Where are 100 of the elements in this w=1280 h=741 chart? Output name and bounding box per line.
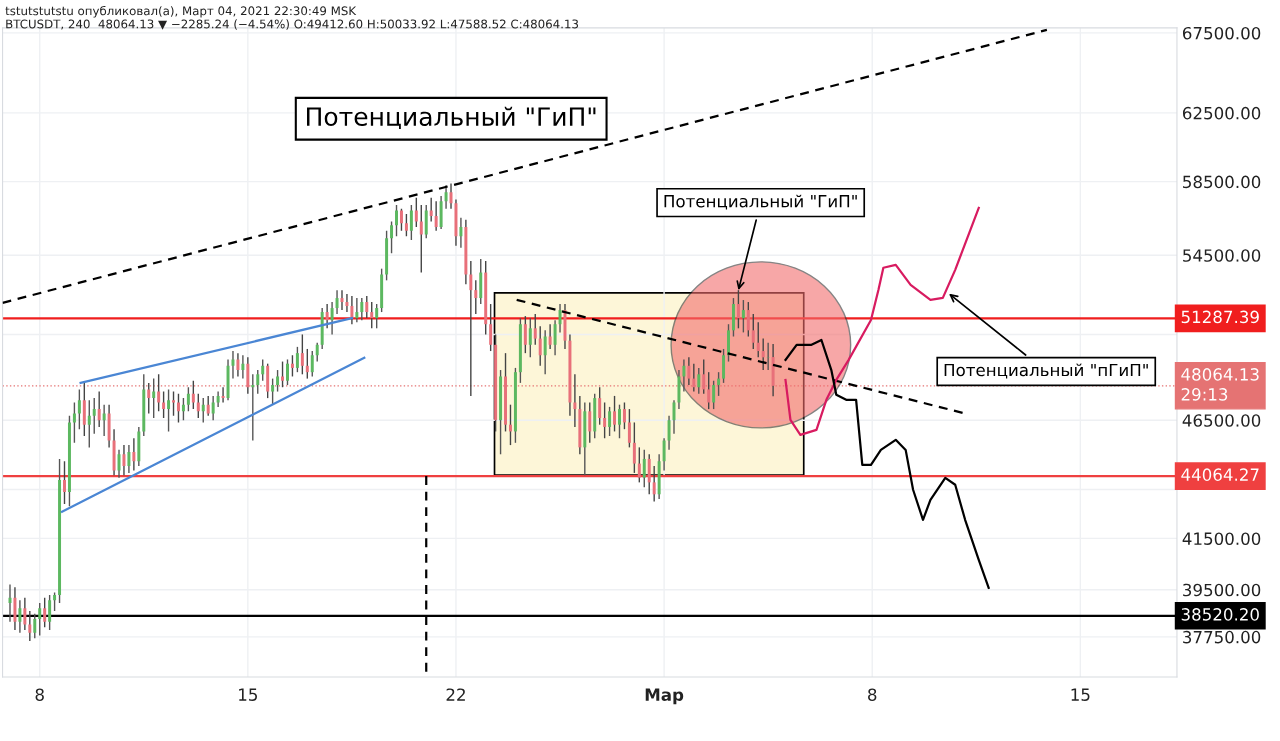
candlestick [746,301,750,338]
candlestick [38,602,42,637]
candlestick [444,184,448,210]
candlestick [618,403,621,439]
candlestick [395,204,398,238]
candlestick [632,421,636,474]
candlestick [181,397,185,421]
candlestick [588,401,592,444]
y-tick-label: 37750.00 [1183,630,1261,644]
candlestick [97,390,101,428]
candlestick [28,610,32,642]
candlestick [48,594,52,631]
y-tick-label: 67500.00 [1182,26,1261,40]
candlestick [613,395,617,433]
candlestick [409,204,413,241]
candlestick [637,446,641,484]
x-tick-label: 8 [868,688,877,701]
candlestick [682,358,686,393]
candlestick [469,260,473,397]
candlestick [87,399,91,449]
candlestick [231,350,235,380]
candlestick [652,465,656,503]
candlestick [330,301,334,336]
candlestick [63,460,66,505]
annotation: Потенциальный "ГиП" [664,194,857,210]
candlestick [548,323,552,350]
candlestick [102,403,106,437]
candlestick [310,350,314,378]
candlestick [533,313,537,346]
candlestick [459,217,463,249]
candlestick [43,596,47,628]
candlestick [355,297,359,323]
candlestick [186,386,190,413]
candlestick [662,437,666,472]
candlestick [727,323,730,363]
candlestick [419,204,423,274]
candlestick [360,297,364,321]
candlestick [375,303,379,329]
candlestick [434,200,438,232]
candlestick [18,599,22,634]
candlestick [608,406,612,437]
candlestick [77,388,81,430]
candlestick [553,319,557,356]
candlestick [206,395,210,417]
candlestick [622,401,626,430]
candlestick [474,279,478,315]
candlestick [345,293,349,313]
candlestick [736,289,740,329]
candlestick [731,297,735,338]
candlestick [399,207,403,232]
candlestick [350,295,354,325]
candlestick [201,397,205,424]
candlestick [390,220,394,255]
candlestick [429,197,433,223]
x-tick-label: 15 [239,688,257,701]
candlestick [603,401,607,439]
candlestick [162,390,166,419]
annotation: Потенциальный "пГиП" [944,363,1148,379]
y-tick-label: 39500.00 [1183,583,1261,597]
candlestick [717,371,721,397]
candlestick [756,321,760,359]
candlestick [53,591,57,612]
candlestick [642,448,646,488]
candlestick [712,380,716,410]
candlestick [276,369,280,393]
candlestick [241,354,245,380]
candlestick [558,303,562,334]
candlestick [236,352,240,378]
candlestick [251,373,255,442]
candlestick [697,367,701,395]
chart-subtitle: BTCUSDT, 240 48064.13 ▼ −2285.24 (−4.54%) O:49412.60 H:50033.92 L:47588.52 C:48064.13 [6,19,579,30]
chart-title: tstutstutstu опубликовал(а), Март 04, 2021 22:30:49 MSK [5,5,357,18]
candlestick [751,313,755,350]
candlestick [176,393,180,424]
candlestick [211,395,215,421]
candlestick [365,295,369,319]
candlestick [335,289,339,315]
candlestick [761,337,765,371]
ref-line-label: 51287.39 [1181,310,1259,324]
candlestick [722,348,726,384]
candlestick [325,303,329,329]
candlestick [33,613,37,639]
candlestick [489,303,493,352]
candlestick [538,325,542,367]
candlestick [414,197,418,228]
candlestick [543,329,547,376]
candlestick [122,444,126,476]
candlestick [305,348,309,380]
candlestick [286,358,289,386]
candlestick [152,377,156,419]
candlestick [271,377,275,406]
x-tick-label: Мар [645,688,684,705]
y-tick-label: 46500.00 [1182,414,1261,427]
candlestick [667,415,671,451]
candlestick [741,299,745,334]
candlestick [290,354,294,378]
candlestick [256,369,260,395]
ref-line-label: 48064.13 29:13 [1181,368,1259,401]
y-tick-label: 41500.00 [1182,532,1261,545]
candlestick [127,444,131,474]
